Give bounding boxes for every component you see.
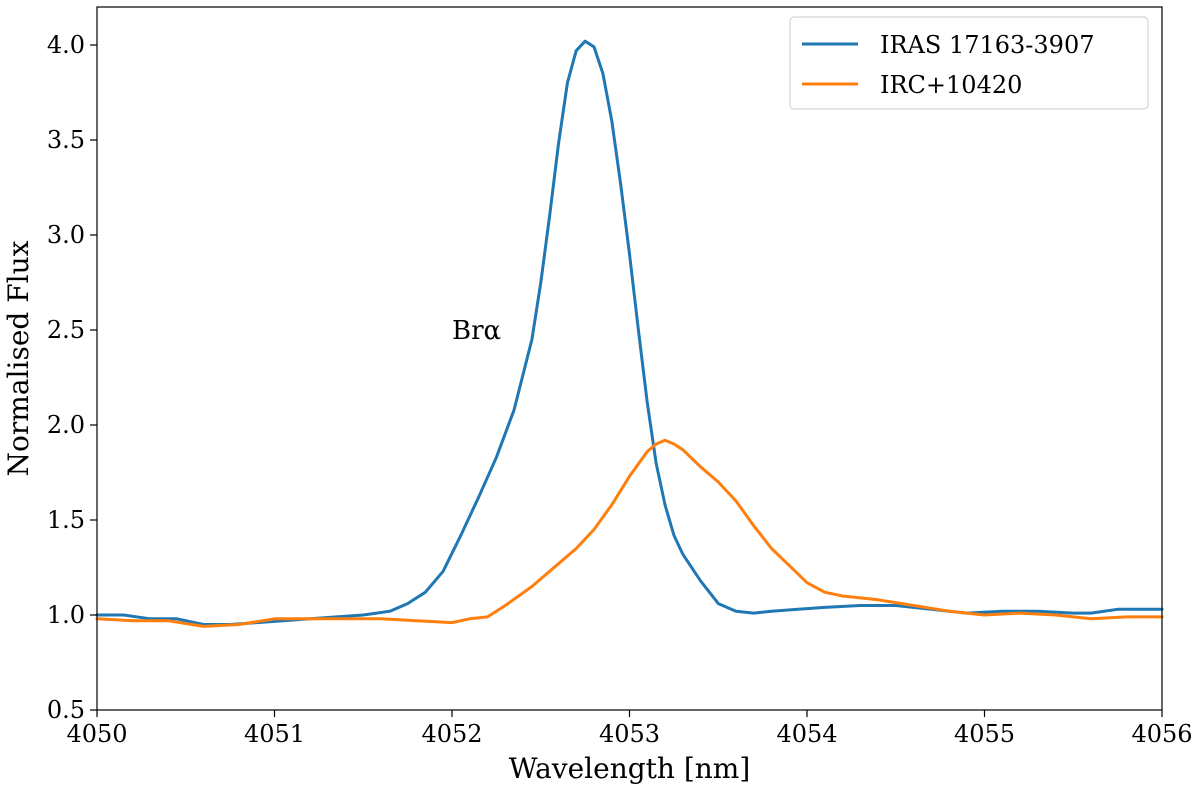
legend-box (789, 16, 1149, 110)
legend-entry-series-0: IRAS 17163-3907 (880, 31, 1095, 59)
legend-entry-series-1: IRC+10420 (880, 71, 1022, 99)
x-tick-label: 4056 (1131, 720, 1192, 748)
x-axis-label: Wavelength [nm] (509, 752, 751, 785)
y-tick-label: 3.0 (47, 221, 85, 249)
y-tick-label: 1.0 (47, 601, 85, 629)
x-axis: 4050 4051 4052 4053 4054 4055 4056 (66, 710, 1193, 748)
annotation-br-alpha: Brα (452, 316, 501, 346)
y-tick-label: 1.5 (47, 506, 85, 534)
x-tick-label: 4053 (599, 720, 660, 748)
y-tick-label: 3.5 (47, 126, 85, 154)
x-tick-label: 4054 (776, 720, 837, 748)
x-tick-label: 4051 (244, 720, 305, 748)
x-tick-label: 4050 (66, 720, 127, 748)
x-tick-label: 4052 (421, 720, 482, 748)
series-layer (95, 39, 1164, 628)
y-axis: 0.5 1.0 1.5 2.0 2.5 3.0 3.5 4.0 (47, 31, 97, 724)
y-tick-label: 0.5 (47, 696, 85, 724)
y-tick-label: 4.0 (47, 31, 85, 59)
y-axis-label: Normalised Flux (2, 240, 35, 476)
y-tick-label: 2.0 (47, 411, 85, 439)
y-tick-label: 2.5 (47, 316, 85, 344)
x-tick-label: 4055 (954, 720, 1015, 748)
legend: IRAS 17163-3907 IRC+10420 (789, 16, 1149, 110)
series-line-0 (95, 39, 1164, 626)
series-line-1 (95, 438, 1164, 628)
